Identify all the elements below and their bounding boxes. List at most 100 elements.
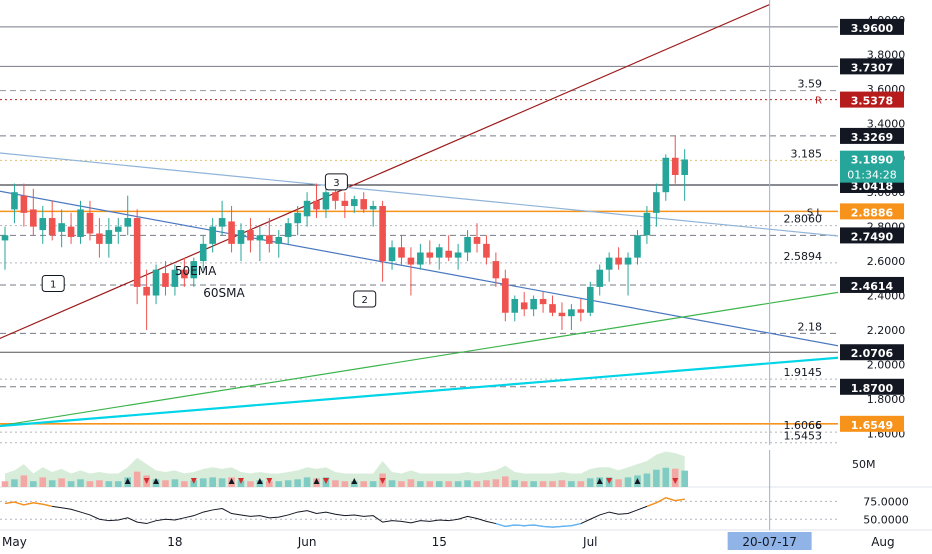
signal-arrow (153, 478, 160, 484)
candle-body (568, 309, 575, 317)
candle-body (502, 278, 509, 313)
volume-bar (426, 481, 434, 487)
price-tag (840, 18, 904, 35)
price-tag-label: 3.3269 (851, 131, 893, 144)
candle-body (473, 236, 481, 244)
volume-bar (483, 480, 490, 487)
volume-bar (549, 481, 556, 487)
volume-bar (96, 480, 103, 487)
signal-arrow (672, 478, 679, 484)
volume-bar (86, 481, 94, 487)
volume-bar (539, 481, 547, 487)
volume-bar (464, 480, 471, 487)
callout-label: 2 (362, 295, 368, 306)
bar-countdown: 01:34:28 (847, 169, 896, 182)
volume-bar (454, 481, 462, 487)
price-tag-label: 3.9600 (851, 22, 894, 35)
candle-body (237, 230, 245, 244)
main-pane (0, 0, 838, 445)
price-tag (840, 415, 904, 432)
oscillator-tick-label: 75.0000 (863, 495, 909, 508)
volume-bar (284, 480, 292, 487)
price-tag-label: 2.7490 (851, 230, 894, 243)
signal-arrow (143, 478, 150, 484)
price-tag (840, 344, 904, 361)
volume-bar (492, 479, 500, 487)
level-note: 3.185 (791, 147, 823, 160)
volume-bar (435, 481, 443, 487)
candle-body (379, 205, 386, 262)
candle-body (284, 223, 292, 237)
oscillator-tick-label: 50.0000 (863, 513, 909, 526)
volume-bar (473, 481, 481, 487)
price-tag (840, 227, 904, 244)
candle-body (228, 221, 235, 244)
volume-bar (20, 475, 28, 487)
time-tick-label: Jul (582, 535, 597, 549)
volume-axis-label: 50M (852, 458, 876, 471)
price-tick-label: 1.8000 (867, 393, 906, 406)
candle-body (681, 159, 688, 175)
volume-bar (294, 479, 301, 487)
volume-bar (530, 481, 537, 487)
current-price-label: 3.1890 (851, 154, 894, 167)
candle-body (181, 269, 188, 279)
signal-arrow (190, 478, 197, 484)
candle-body (58, 223, 65, 232)
volume-bar (586, 478, 594, 487)
volume-bar (360, 481, 368, 487)
candle-body (653, 192, 660, 213)
volume-bar (407, 479, 415, 487)
callout-box (324, 173, 348, 191)
candle-body (624, 257, 632, 265)
candle-body (549, 304, 556, 313)
price-tag (840, 276, 904, 293)
price-tag-label: 2.8886 (851, 206, 894, 219)
level-prefix: S L (807, 207, 823, 218)
volume-bar (624, 477, 632, 487)
signal-arrow (313, 478, 320, 484)
candle-body (605, 257, 613, 270)
price-tag-label: 3.7307 (851, 61, 893, 74)
volume-bar (341, 481, 349, 487)
candle-body (586, 286, 594, 313)
volume-bar (681, 470, 688, 487)
volume-bar (662, 467, 670, 487)
signal-arrow (124, 478, 131, 484)
oscillator-overbought (646, 496, 685, 508)
callout-box (41, 274, 65, 292)
level-note: 1.5453 (784, 430, 823, 443)
volume-bar (350, 481, 358, 487)
candle-body (114, 226, 122, 232)
time-tick-label: Aug (871, 535, 894, 549)
candle-body (454, 252, 462, 258)
volume-bar (615, 479, 622, 487)
volume-bar (171, 479, 179, 487)
candle-body (190, 261, 198, 279)
price-tag-label: 1.6549 (851, 419, 893, 432)
candle-body (199, 243, 207, 262)
candle-body (313, 200, 320, 210)
volume-bar (67, 481, 75, 487)
chart-annotation: 50EMA (175, 264, 217, 278)
volume-bar (577, 481, 585, 487)
candle-body (143, 286, 150, 296)
candle-body (209, 226, 216, 244)
volume-bar (275, 481, 283, 487)
chart-annotation: 60SMA (203, 286, 245, 300)
signal-arrow (596, 478, 603, 484)
candle-body (615, 257, 622, 265)
candle-body (398, 247, 405, 258)
candle-body (350, 199, 358, 206)
current-price-tag (840, 150, 904, 183)
candle-body (520, 302, 528, 310)
candle-body (105, 230, 113, 244)
price-tag-label: 3.0418 (851, 180, 893, 193)
price-tag-label: 1.8700 (851, 382, 894, 395)
signal-arrow (379, 478, 386, 484)
candle-body (464, 236, 471, 253)
volume-area (5, 451, 685, 487)
candle-body (30, 209, 37, 227)
